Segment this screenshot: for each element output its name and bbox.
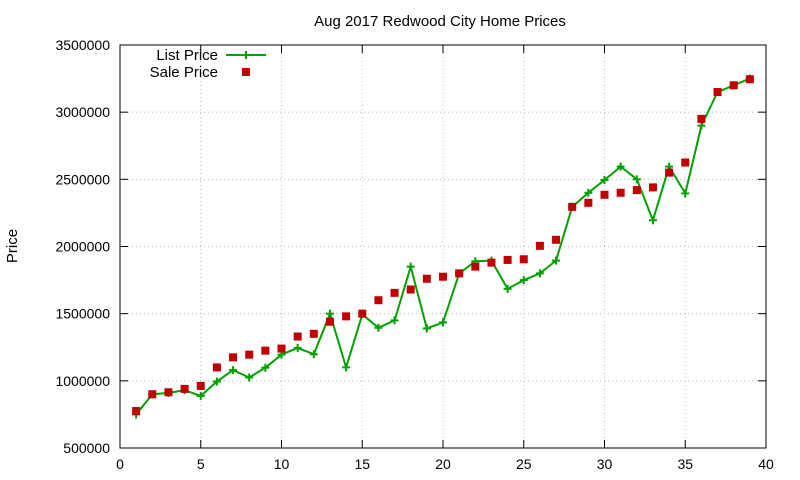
sale-price-point <box>503 255 512 264</box>
x-tick-label: 35 <box>677 456 693 472</box>
sale-price-point <box>374 296 383 305</box>
list-price-point <box>439 318 447 327</box>
sale-price-point <box>277 344 286 353</box>
list-price-point <box>342 363 351 372</box>
sale-price-point <box>325 317 334 326</box>
x-tick-labels: 0 5 10 15 20 25 30 35 40 <box>116 456 774 472</box>
sale-price-point <box>180 384 189 393</box>
sale-price-point <box>632 186 641 195</box>
sale-price-point <box>245 350 254 359</box>
list-price-point <box>390 316 399 325</box>
list-price-point <box>229 366 238 375</box>
list-price-point <box>503 284 512 293</box>
sale-price-point <box>342 312 351 321</box>
sale-price-point <box>455 269 464 278</box>
sale-price-point <box>616 188 625 197</box>
sale-price-point <box>471 262 480 271</box>
sale-price-point <box>358 309 367 318</box>
x-tick-label: 30 <box>597 456 613 472</box>
list-price-point <box>406 262 415 271</box>
sale-price-point <box>519 255 528 264</box>
sale-price-point <box>681 158 690 167</box>
sale-price-point <box>648 183 657 192</box>
y-axis-label: Price <box>4 229 21 263</box>
y-tick-label: 2500000 <box>55 171 110 187</box>
x-tick-label: 5 <box>197 456 205 472</box>
x-tick-label: 15 <box>354 456 370 472</box>
legend: List Price Sale Price <box>150 47 266 81</box>
axis-ticks <box>119 44 767 449</box>
sale-price-point <box>745 75 754 84</box>
series-layer <box>132 74 754 419</box>
y-tick-label: 1500000 <box>55 306 110 322</box>
legend-sample-sale-price <box>242 68 250 76</box>
chart-title: Aug 2017 Redwood City Home Prices <box>314 13 566 30</box>
y-tick-labels: 500000 1000000 1500000 2000000 2500000 300000… <box>55 37 110 456</box>
sale-price-point <box>568 202 577 211</box>
list-price-point <box>245 373 254 382</box>
sale-price-point <box>713 88 722 97</box>
list-price-point <box>535 269 544 278</box>
sale-price-point <box>729 81 738 90</box>
y-tick-label: 3000000 <box>55 104 110 120</box>
list-price-point <box>519 276 528 285</box>
sale-price-point <box>487 258 496 267</box>
y-tick-label: 2000000 <box>55 239 110 255</box>
legend-label-sale-price: Sale Price <box>150 64 218 81</box>
legend-label-list-price: List Price <box>156 47 218 64</box>
list-price-point <box>681 189 690 198</box>
sale-price-point <box>293 332 302 341</box>
x-tick-label: 10 <box>274 456 290 472</box>
sale-price-point <box>229 353 238 362</box>
sale-price-point <box>196 381 205 390</box>
sale-price-point <box>584 198 593 207</box>
list-price-point <box>552 256 561 265</box>
y-tick-label: 500000 <box>63 440 110 456</box>
sale-price-point <box>132 407 141 416</box>
list-price-point <box>309 350 318 359</box>
x-tick-label: 40 <box>758 456 774 472</box>
sale-price-point <box>697 114 706 123</box>
sale-price-point <box>665 168 674 177</box>
sale-price-point <box>552 235 561 244</box>
sale-price-point <box>422 274 431 283</box>
legend-sample-list-price <box>226 51 266 59</box>
list-price-point <box>584 188 593 197</box>
sale-price-point <box>212 363 221 372</box>
legend-square-sample <box>242 68 250 76</box>
list-price-point <box>325 309 334 318</box>
y-tick-label: 3500000 <box>55 37 110 53</box>
x-tick-label: 20 <box>435 456 451 472</box>
sale-price-point <box>309 329 318 338</box>
list-price-point <box>600 176 609 185</box>
sale-price-point <box>390 288 399 297</box>
list-price-point <box>212 377 221 386</box>
list-price-point <box>697 121 706 130</box>
sale-price-point <box>535 241 544 250</box>
sale-price-point <box>148 390 157 399</box>
sale-price-point <box>261 346 270 355</box>
list-price-point <box>616 162 625 171</box>
list-price-point <box>422 324 431 333</box>
list-price-point <box>648 216 657 225</box>
sale-price-point <box>600 190 609 199</box>
sale-price-point <box>406 285 415 294</box>
list-price-point <box>293 343 302 352</box>
list-price-point <box>374 323 383 332</box>
grid <box>120 45 766 448</box>
x-tick-label: 25 <box>516 456 532 472</box>
y-tick-label: 1000000 <box>55 373 110 389</box>
sale-price-point <box>164 388 173 397</box>
list-price-point <box>632 175 641 184</box>
list-price-point <box>261 363 270 372</box>
x-tick-label: 0 <box>116 456 124 472</box>
sale-price-point <box>439 272 447 281</box>
list-price-point <box>196 391 205 400</box>
